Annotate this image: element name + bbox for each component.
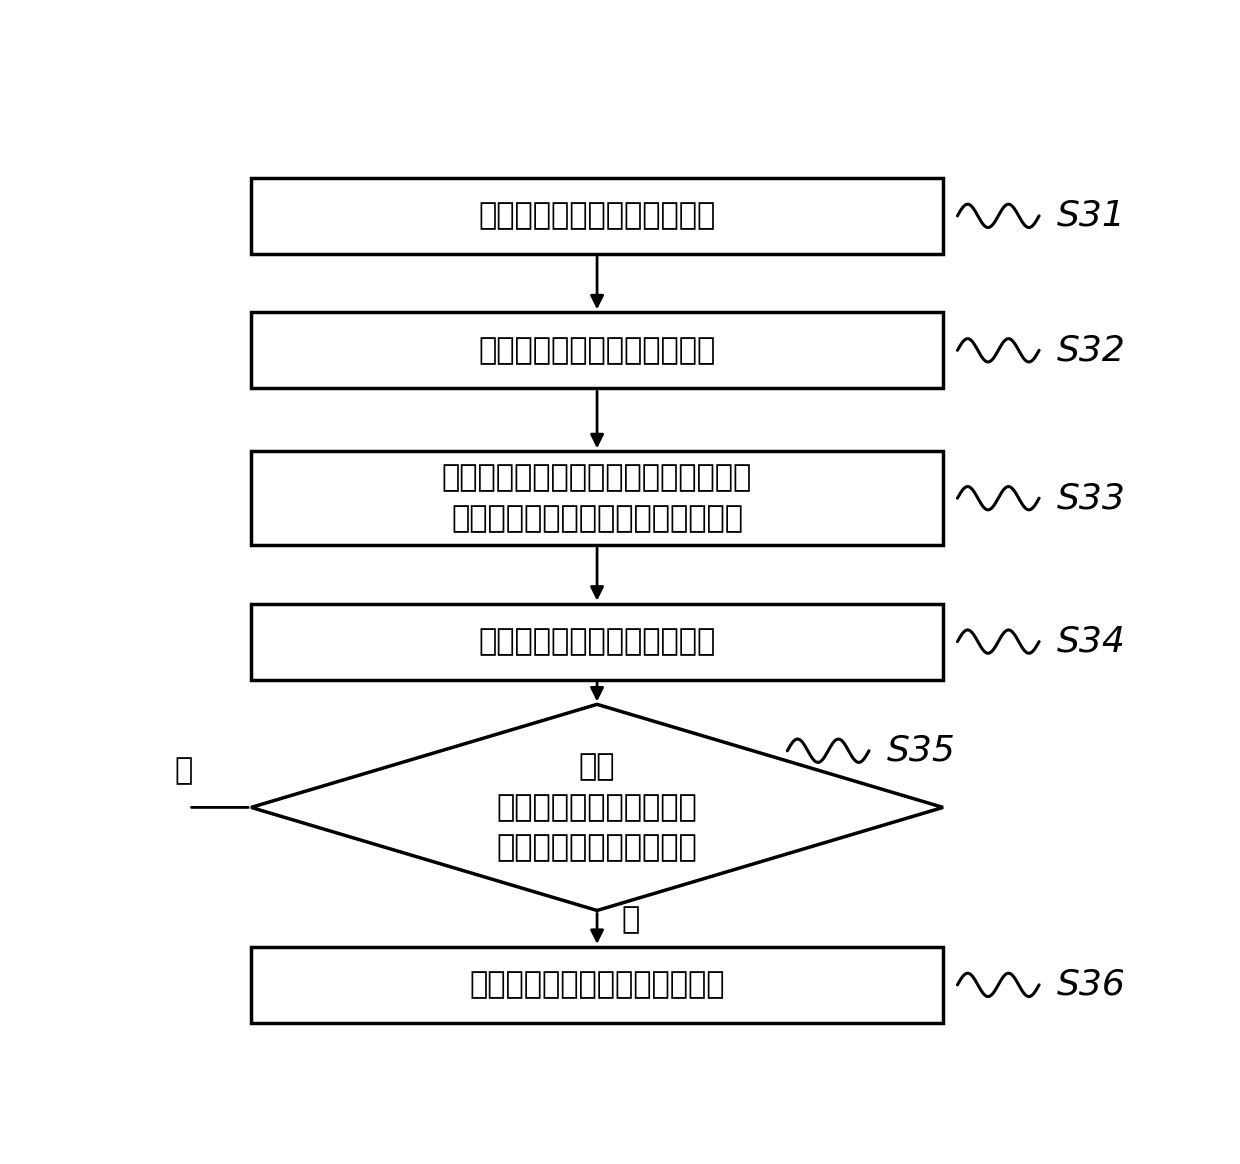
- Text: 向移动终端发送数据获取请求，以使得
移动终端将当前屏幕信息发送至车机: 向移动终端发送数据获取请求，以使得 移动终端将当前屏幕信息发送至车机: [441, 463, 753, 533]
- Text: 是: 是: [175, 755, 193, 785]
- Text: S31: S31: [1056, 199, 1125, 233]
- Text: 根据屏幕设置信息调节车内屏幕: 根据屏幕设置信息调节车内屏幕: [469, 971, 725, 1000]
- Text: 判断
屏幕设置信息与车内屏幕
的当前设置信息是否一致: 判断 屏幕设置信息与车内屏幕 的当前设置信息是否一致: [497, 752, 697, 863]
- Text: S35: S35: [887, 733, 955, 768]
- Text: 获取移动终端的屏幕设置信息: 获取移动终端的屏幕设置信息: [479, 627, 715, 656]
- Text: 否: 否: [621, 906, 640, 935]
- Text: S33: S33: [1056, 481, 1125, 516]
- Polygon shape: [250, 704, 944, 910]
- Bar: [250, 452, 942, 545]
- Text: S34: S34: [1056, 625, 1125, 659]
- Text: S32: S32: [1056, 333, 1125, 368]
- Bar: [250, 603, 942, 680]
- Bar: [250, 946, 942, 1023]
- Text: 接收移动终端发送的连接请求: 接收移动终端发送的连接请求: [479, 201, 715, 230]
- Bar: [250, 178, 942, 254]
- Bar: [250, 312, 942, 389]
- Text: 根据连接请求与移动终端连接: 根据连接请求与移动终端连接: [479, 335, 715, 364]
- Text: S36: S36: [1056, 968, 1125, 1002]
